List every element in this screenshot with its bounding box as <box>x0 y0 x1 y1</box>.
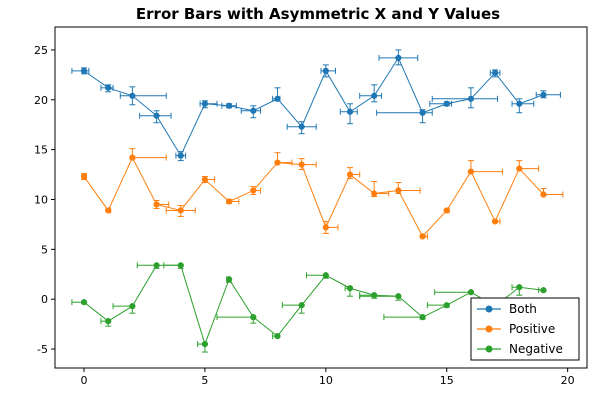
data-point <box>153 262 160 269</box>
axes-frame <box>54 26 588 369</box>
data-point <box>540 287 547 294</box>
data-point <box>129 303 136 310</box>
y-tick-label: 15 <box>34 144 48 157</box>
data-point <box>492 218 499 225</box>
data-point <box>395 187 402 194</box>
series-line <box>83 56 544 157</box>
legend-swatch-marker <box>485 325 493 333</box>
x-tick-label: 0 <box>81 374 88 387</box>
data-point <box>346 108 354 115</box>
data-point <box>226 198 233 205</box>
data-point <box>346 285 354 292</box>
data-point <box>201 340 209 348</box>
axes: 0 5 10 15 20 -5 0 5 10 15 20 25 <box>34 26 588 387</box>
x-tick-label: 20 <box>561 374 575 387</box>
data-point <box>322 67 329 74</box>
data-point <box>129 92 136 99</box>
series-line <box>83 264 544 346</box>
data-point <box>250 187 257 194</box>
chart-title: Error Bars with Asymmetric X and Y Value… <box>136 5 500 23</box>
data-point <box>274 95 281 102</box>
data-point <box>226 276 233 283</box>
x-tick-label: 15 <box>440 374 454 387</box>
data-point <box>371 292 378 299</box>
legend-label: Positive <box>509 322 555 336</box>
data-point <box>177 152 184 159</box>
data-point <box>395 293 402 300</box>
data-point <box>467 168 475 175</box>
data-point <box>129 154 136 161</box>
series-line <box>83 156 544 238</box>
data-point <box>201 100 209 107</box>
data-point <box>298 302 305 309</box>
data-point <box>105 207 112 214</box>
data-point <box>80 299 88 306</box>
data-point <box>322 272 329 279</box>
legend-swatch-marker <box>485 345 493 353</box>
y-tick-label: 0 <box>41 293 48 306</box>
data-point <box>371 190 378 197</box>
data-point <box>250 314 257 321</box>
series-negative <box>71 262 547 353</box>
data-point <box>177 207 184 214</box>
data-point <box>201 176 209 183</box>
data-point <box>274 159 281 166</box>
y-tick-label: 10 <box>34 193 48 206</box>
legend-item-negative: Negative <box>477 342 563 356</box>
data-point <box>492 69 499 76</box>
data-point <box>153 201 160 208</box>
data-point <box>322 224 329 231</box>
data-point <box>346 171 354 178</box>
data-point <box>419 314 426 321</box>
data-point <box>80 67 88 74</box>
x-tick-label: 5 <box>201 374 208 387</box>
data-point <box>516 165 523 172</box>
legend-item-positive: Positive <box>477 322 555 336</box>
series-positive <box>80 148 564 240</box>
data-point <box>467 95 475 102</box>
legend-label: Negative <box>509 342 563 356</box>
legend-label: Both <box>509 302 537 316</box>
data-point <box>467 289 475 296</box>
data-point <box>371 92 378 99</box>
data-point <box>419 109 426 116</box>
y-tick-label: 25 <box>34 44 48 57</box>
data-point <box>105 84 112 91</box>
series-both <box>71 49 561 162</box>
data-point <box>443 100 450 107</box>
y-tick-label: 20 <box>34 94 48 107</box>
legend-item-both: Both <box>477 302 537 316</box>
legend: Both Positive Negative <box>470 297 580 361</box>
y-tick-label: -5 <box>37 343 48 356</box>
data-point <box>419 233 426 240</box>
data-point <box>226 102 233 109</box>
data-point <box>177 262 184 269</box>
x-tick-label: 10 <box>319 374 333 387</box>
data-point <box>540 91 547 98</box>
data-point <box>153 112 160 119</box>
data-point <box>443 302 450 309</box>
legend-swatch-marker <box>485 305 493 313</box>
plot-area <box>71 49 564 353</box>
data-point <box>298 123 305 130</box>
y-tick-label: 5 <box>41 243 48 256</box>
data-point <box>395 54 402 62</box>
data-point <box>540 191 547 198</box>
data-point <box>516 284 523 291</box>
data-point <box>250 107 257 114</box>
data-point <box>274 332 281 340</box>
data-point <box>80 173 88 180</box>
data-point <box>516 100 523 107</box>
data-point <box>298 161 305 168</box>
data-point <box>105 318 112 325</box>
data-point <box>443 207 450 214</box>
